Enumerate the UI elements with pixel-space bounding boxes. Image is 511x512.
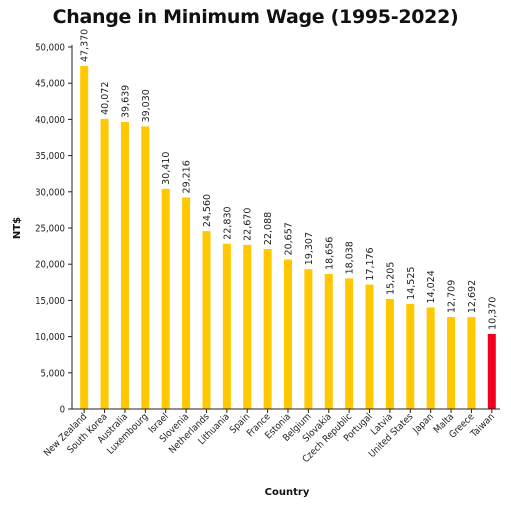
bar-value-label: 22,670 — [243, 208, 254, 241]
bar — [345, 278, 354, 409]
y-tick-label: 35,000 — [35, 151, 65, 162]
chart-title: Change in Minimum Wage (1995-2022) — [52, 6, 459, 28]
x-axis-title: Country — [265, 487, 310, 498]
bar — [304, 269, 313, 409]
bar-value-label: 47,370 — [80, 29, 91, 62]
bar — [202, 231, 211, 409]
bar-value-label: 14,525 — [406, 267, 417, 300]
y-axis: 0 5,000 10,000 15,000 20,000 25,000 30,000 35,0… — [35, 43, 73, 416]
bar-value-label: 10,370 — [487, 297, 498, 330]
bar-value-label: 17,176 — [365, 247, 376, 280]
bar-value-label: 40,072 — [100, 82, 111, 115]
bar — [141, 126, 150, 410]
bar-value-label: 19,307 — [304, 232, 315, 265]
bar-value-label: 29,216 — [182, 160, 193, 193]
y-tick-label: 45,000 — [35, 79, 65, 90]
bar-value-label: 20,657 — [284, 222, 295, 255]
bar — [426, 307, 435, 409]
bar-value-label: 18,656 — [324, 237, 335, 270]
bar — [447, 316, 456, 409]
y-tick-label: 0 — [60, 405, 65, 416]
y-tick-label: 20,000 — [35, 260, 65, 271]
bar — [263, 249, 272, 409]
bar — [385, 298, 394, 409]
bar — [120, 122, 129, 409]
bar — [161, 188, 170, 409]
bar — [222, 243, 231, 409]
bar-value-label: 30,410 — [161, 152, 172, 185]
y-tick-label: 30,000 — [35, 187, 65, 198]
bar — [365, 284, 374, 409]
bar-value-label: 22,830 — [222, 206, 233, 239]
bar — [100, 118, 109, 409]
bar-value-label: 12,709 — [447, 280, 458, 313]
y-tick-label: 50,000 — [35, 43, 65, 54]
y-tick-label: 25,000 — [35, 224, 65, 235]
y-tick-label: 5,000 — [41, 368, 65, 379]
bar — [284, 259, 292, 409]
bar-value-label: 15,205 — [385, 262, 396, 295]
bar-value-label: 39,030 — [141, 89, 152, 122]
bars — [80, 66, 496, 410]
bar-value-label: 22,088 — [263, 212, 274, 245]
bar — [467, 317, 476, 409]
y-tick-label: 40,000 — [35, 115, 65, 126]
bar-value-label: 14,024 — [426, 270, 437, 303]
bar — [182, 197, 191, 409]
bar — [406, 303, 415, 409]
y-tick-label: 10,000 — [35, 332, 65, 343]
value-labels: 47,370 40,072 39,639 39,030 30,410 29,216 24,5… — [80, 29, 499, 330]
bar-value-label: 24,560 — [202, 194, 213, 227]
x-tick-label: Japan — [410, 411, 435, 436]
bar — [243, 244, 252, 409]
y-tick-label: 15,000 — [35, 296, 65, 307]
bar-value-label: 39,639 — [120, 85, 131, 118]
bar — [487, 333, 496, 409]
bar — [324, 273, 333, 409]
bar-value-label: 18,038 — [345, 241, 356, 274]
bar-value-label: 12,692 — [467, 280, 478, 313]
bar — [80, 66, 89, 409]
y-axis-title: NT$ — [12, 217, 23, 239]
